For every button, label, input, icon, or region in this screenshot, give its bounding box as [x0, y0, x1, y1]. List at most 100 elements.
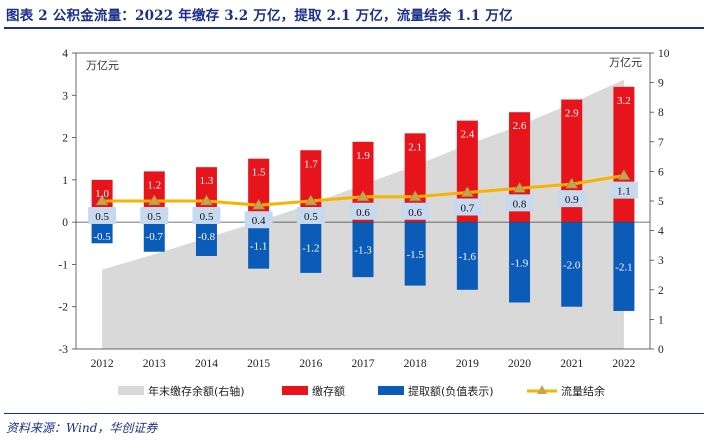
deposit-value-label: 1.3 — [200, 175, 214, 187]
net-value-label-box — [349, 202, 377, 220]
withdrawal-value-label: -1.5 — [406, 249, 424, 261]
net-value-label-box — [192, 207, 221, 224]
net-value-label-box — [296, 207, 325, 224]
source-divider — [4, 413, 704, 414]
right-axis-tick-label: 7 — [658, 137, 664, 149]
left-axis-tick-label: 3 — [62, 90, 68, 102]
right-axis-unit: 万亿元 — [609, 56, 642, 69]
legend-label-net: 流量结余 — [561, 384, 605, 398]
net-flow-marker — [95, 194, 109, 206]
net-flow-marker — [147, 194, 161, 206]
legend: 年末缴存余额(右轴) 缴存额 提取额(负值表示) 流量结余 — [118, 384, 605, 398]
left-axis-tick-label: 1 — [62, 175, 68, 187]
left-axis-tick-label: -3 — [58, 344, 68, 356]
x-axis-tick-label: 2018 — [404, 358, 427, 370]
x-axis-tick-label: 2015 — [247, 358, 270, 370]
x-axis-tick-label: 2020 — [508, 358, 531, 370]
net-flow-marker — [199, 194, 213, 206]
net-value-label-box — [609, 181, 638, 199]
right-axis-tick-label: 5 — [658, 196, 664, 208]
data-label-layer: 1.0 1.2 1.3 1.5 1.7 1.9 2.1 2.4 2.6 2.9 3.2 -0.5 -0.… — [88, 95, 638, 274]
net-flow-marker — [252, 198, 266, 210]
net-value-label: 0.7 — [460, 203, 474, 215]
axes-layer: -3 -2 -1 0 1 2 3 4 0 1 2 3 4 5 6 7 8 9 10 2012 2013 2014 2015 2… — [58, 48, 669, 370]
left-axis-unit: 万亿元 — [86, 59, 119, 72]
deposit-value-label: 2.1 — [408, 141, 422, 153]
x-axis-tick-label: 2012 — [91, 358, 114, 370]
withdrawal-bar — [456, 222, 478, 290]
legend-swatch-balance — [118, 386, 144, 395]
net-flow-marker — [565, 177, 579, 189]
net-flow-marker — [304, 194, 318, 206]
left-axis-tick-label: -1 — [58, 259, 68, 271]
withdrawal-bar — [143, 222, 165, 252]
deposit-value-label: 1.5 — [252, 167, 266, 179]
net-flow-marker — [460, 185, 474, 197]
withdrawal-bar — [352, 222, 374, 278]
net-value-label: 0.9 — [565, 194, 579, 206]
net-value-label-box — [557, 190, 586, 208]
net-value-label: 0.6 — [356, 207, 370, 219]
withdrawal-bar — [91, 222, 113, 244]
x-axis-tick-label: 2016 — [299, 358, 322, 370]
source-note: 资料来源：Wind，华创证券 — [6, 421, 158, 435]
x-axis-tick-label: 2022 — [612, 358, 635, 370]
net-value-label-box — [505, 194, 534, 212]
net-value-label-box — [453, 198, 482, 216]
deposit-value-label: 1.0 — [95, 188, 109, 200]
net-value-label: 0.5 — [304, 211, 318, 223]
right-axis-tick-label: 2 — [658, 285, 664, 297]
figure-title: 图表 2 公积金流量：2022 年缴存 3.2 万亿，提取 2.1 万亿，流量结… — [6, 8, 513, 24]
legend-label-withdrawal: 提取额(负值表示) — [408, 384, 494, 398]
left-axis-tick-label: -2 — [58, 302, 68, 314]
net-flow-marker — [356, 190, 370, 202]
deposit-value-label: 2.4 — [460, 129, 474, 141]
deposit-bar — [352, 141, 374, 223]
withdrawal-value-label: -1.1 — [250, 240, 267, 252]
withdrawal-bar — [613, 222, 635, 311]
net-flow-marker — [408, 190, 422, 202]
right-axis-tick-label: 9 — [658, 78, 664, 90]
deposit-value-label: 3.2 — [617, 95, 631, 107]
right-axis-tick-label: 4 — [658, 226, 664, 238]
net-value-label-box — [401, 202, 430, 220]
net-value-label: 0.8 — [513, 198, 527, 210]
net-line-layer — [95, 169, 631, 210]
x-axis-tick-label: 2019 — [456, 358, 479, 370]
net-flow-marker — [513, 181, 527, 193]
net-value-label: 0.6 — [408, 207, 422, 219]
net-flow-marker — [617, 169, 631, 180]
legend-label-balance: 年末缴存余额(右轴) — [148, 384, 245, 398]
net-value-label-box — [88, 207, 117, 224]
legend-swatch-net-marker — [537, 385, 547, 394]
withdrawal-bar — [300, 222, 322, 273]
legend-swatch-withdrawal — [378, 386, 404, 395]
withdrawal-bar — [248, 222, 270, 269]
left-axis-tick-label: 2 — [62, 133, 68, 145]
withdrawal-value-label: -1.6 — [459, 251, 477, 263]
withdrawal-bar — [561, 222, 583, 307]
legend-label-deposit: 缴存额 — [312, 384, 345, 398]
deposit-bar — [613, 86, 635, 223]
net-value-label: 1.1 — [617, 186, 631, 198]
x-axis-tick-label: 2013 — [143, 358, 166, 370]
right-axis-tick-label: 1 — [658, 314, 664, 326]
right-axis-tick-label: 3 — [658, 255, 664, 267]
x-axis-tick-label: 2017 — [352, 358, 375, 370]
withdrawal-value-label: -0.5 — [93, 231, 111, 243]
deposit-value-label: 2.9 — [565, 108, 579, 120]
withdrawal-bar — [404, 222, 426, 286]
deposit-value-label: 1.9 — [356, 150, 370, 162]
deposit-value-label: 1.7 — [304, 158, 318, 170]
net-value-label: 0.5 — [200, 211, 214, 223]
withdrawal-value-label: -0.7 — [146, 231, 164, 243]
left-axis-tick-label: 4 — [62, 48, 68, 60]
right-axis-tick-label: 10 — [658, 48, 670, 60]
withdrawal-bar — [509, 222, 531, 303]
net-value-label: 0.4 — [252, 215, 266, 227]
right-axis-tick-label: 6 — [658, 166, 664, 178]
withdrawal-value-label: -0.8 — [198, 231, 216, 243]
net-value-label: 0.5 — [147, 211, 161, 223]
withdrawal-bar — [195, 222, 217, 256]
